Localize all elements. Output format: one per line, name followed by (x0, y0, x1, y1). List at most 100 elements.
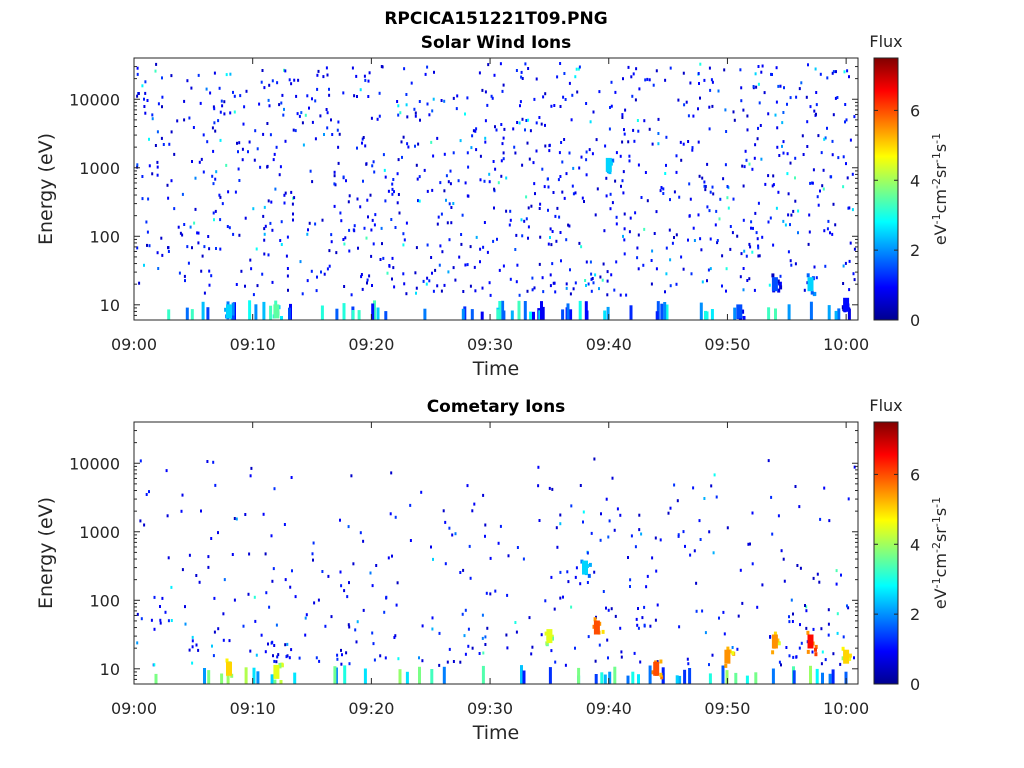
heatmap-cell (523, 301, 527, 320)
heatmap-cell (687, 114, 690, 118)
heatmap-cell (514, 151, 517, 155)
heatmap-cell (711, 653, 714, 657)
heatmap-cell (704, 631, 707, 635)
heatmap-cell (693, 549, 696, 553)
heatmap-cell (613, 666, 617, 684)
heatmap-cell (853, 656, 855, 660)
heatmap-cell (758, 254, 761, 258)
heatmap-cell (802, 153, 805, 156)
heatmap-cell (574, 75, 577, 79)
heatmap-cell (203, 245, 206, 249)
heatmap-cell (559, 513, 562, 517)
heatmap-cell (832, 202, 835, 206)
heatmap-cell (826, 76, 829, 80)
heatmap-cell (806, 281, 809, 285)
heatmap-cell (438, 663, 441, 667)
heatmap-cell (462, 290, 465, 293)
heatmap-cell (372, 160, 375, 164)
heatmap-cell (754, 143, 757, 147)
heatmap-feature-cell (224, 307, 228, 312)
heatmap-cell (262, 132, 265, 136)
heatmap-cell (269, 133, 272, 137)
heatmap-cell (559, 105, 562, 108)
heatmap-cell (638, 87, 641, 91)
heatmap-cell (432, 289, 435, 293)
solar-wind-x-ticks: 09:00 09:10 09:20 09:30 09:40 09:50 10:00 (111, 58, 869, 354)
heatmap-cell (393, 636, 396, 639)
y-tick-label: 1000 (79, 523, 120, 542)
heatmap-cell (650, 259, 653, 262)
heatmap-cell (472, 129, 475, 133)
heatmap-cell (293, 78, 296, 82)
heatmap-cell (250, 466, 253, 470)
heatmap-cell (767, 459, 770, 463)
heatmap-cell (161, 95, 164, 99)
heatmap-cell (348, 194, 351, 198)
heatmap-cell (263, 227, 266, 231)
heatmap-cell (148, 490, 150, 494)
heatmap-cell (553, 607, 556, 611)
heatmap-cell (824, 136, 827, 140)
heatmap-cell (512, 127, 515, 131)
heatmap-cell (181, 493, 184, 497)
heatmap-cell (244, 284, 246, 288)
heatmap-cell (846, 604, 848, 608)
heatmap-cell (832, 113, 835, 117)
x-tick-label: 10:00 (823, 335, 869, 354)
heatmap-cell (732, 110, 735, 114)
heatmap-cell (574, 191, 577, 195)
heatmap-cell (748, 277, 751, 281)
heatmap-cell (587, 282, 590, 286)
heatmap-cell (505, 176, 508, 180)
heatmap-cell (703, 78, 706, 82)
heatmap-cell (402, 135, 405, 139)
heatmap-cell (683, 103, 686, 107)
heatmap-cell (663, 302, 667, 320)
heatmap-cell (786, 172, 789, 176)
heatmap-cell (621, 140, 624, 144)
heatmap-cell (267, 199, 270, 203)
heatmap-cell (466, 96, 469, 100)
heatmap-cell (809, 665, 812, 684)
heatmap-cell (842, 264, 845, 268)
heatmap-cell (373, 223, 376, 227)
solar-wind-x-label: Time (472, 358, 520, 380)
heatmap-cell (795, 95, 798, 99)
heatmap-cell (756, 237, 759, 241)
heatmap-cell (563, 72, 566, 75)
heatmap-cell (517, 300, 521, 320)
heatmap-cell (675, 170, 678, 174)
heatmap-cell (212, 105, 215, 109)
heatmap-cell (432, 97, 435, 101)
heatmap-cell (748, 162, 751, 166)
heatmap-cell (574, 575, 577, 579)
heatmap-cell (578, 241, 581, 245)
heatmap-cell (551, 230, 554, 233)
heatmap-cell (196, 231, 199, 235)
heatmap-cell (754, 672, 758, 684)
heatmap-cell (145, 493, 148, 496)
heatmap-cell (767, 307, 771, 320)
heatmap-cell (351, 310, 355, 320)
heatmap-cell (701, 280, 704, 284)
heatmap-cell (355, 640, 358, 644)
heatmap-cell (141, 197, 144, 201)
heatmap-cell (311, 120, 314, 124)
heatmap-cell (466, 263, 469, 267)
heatmap-cell (271, 228, 274, 232)
heatmap-feature-cell (659, 672, 663, 677)
cometary-x-label: Time (472, 722, 520, 744)
heatmap-cell (241, 158, 244, 162)
heatmap-cell (267, 253, 270, 257)
heatmap-cell (375, 564, 378, 567)
heatmap-cell (170, 74, 173, 78)
heatmap-cell (792, 209, 795, 213)
heatmap-cell (759, 124, 762, 127)
heatmap-cell (621, 113, 624, 117)
heatmap-cell (367, 95, 370, 98)
heatmap-cell (689, 81, 692, 85)
heatmap-cell (636, 623, 639, 627)
heatmap-cell (813, 109, 816, 113)
heatmap-cell (540, 301, 543, 320)
